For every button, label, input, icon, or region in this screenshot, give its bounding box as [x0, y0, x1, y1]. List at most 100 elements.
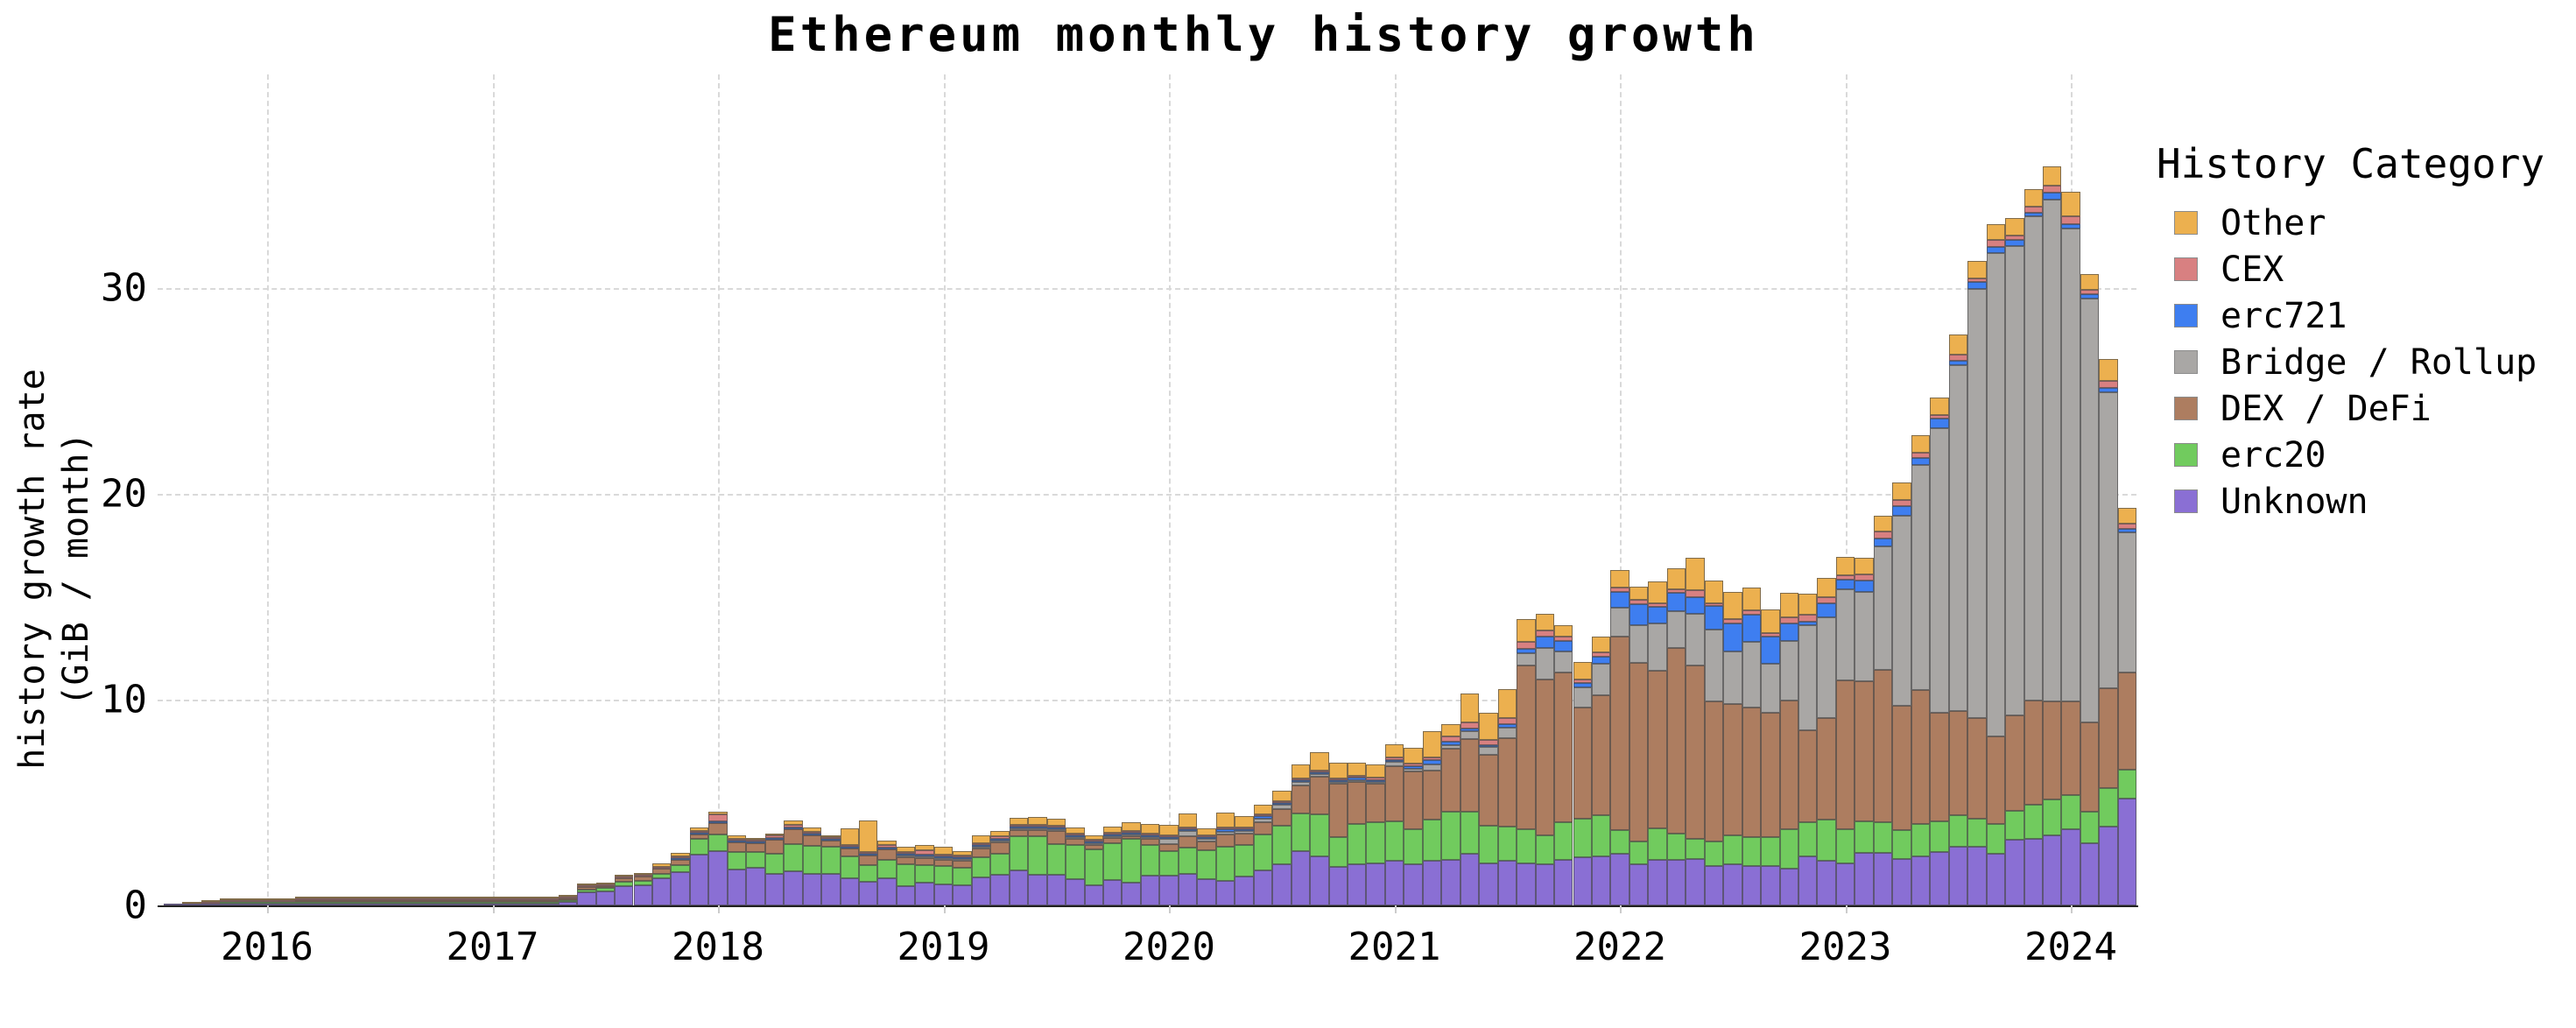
bar-segment-2015-09-unknown[interactable] — [182, 903, 201, 905]
bar-segment-2019-12-cex[interactable] — [1140, 833, 1160, 835]
bar-segment-2023-12-dexdefi[interactable] — [2043, 701, 2062, 799]
bar-segment-2017-05-erc20[interactable] — [558, 899, 578, 902]
bar-segment-2016-05-cex[interactable] — [333, 898, 352, 900]
bar-2023-04[interactable] — [1892, 482, 1911, 905]
bar-segment-2021-12-cex[interactable] — [1591, 651, 1611, 657]
bar-segment-2017-02-other[interactable] — [502, 896, 521, 898]
bar-segment-2018-11-dexdefi[interactable] — [896, 857, 916, 865]
bar-segment-2020-05-cex[interactable] — [1235, 827, 1254, 829]
bar-segment-2021-06-other[interactable] — [1479, 713, 1498, 740]
bar-segment-2020-09-other[interactable] — [1310, 751, 1329, 771]
bar-segment-2020-12-cex[interactable] — [1366, 778, 1385, 780]
bar-segment-2020-02-dexdefi[interactable] — [1178, 835, 1198, 848]
bar-segment-2018-07-unknown[interactable] — [821, 873, 841, 905]
bar-segment-2023-06-erc20[interactable] — [1930, 820, 1949, 852]
bar-segment-2019-04-erc20[interactable] — [990, 853, 1010, 875]
bar-segment-2018-02-erc721[interactable] — [727, 840, 747, 842]
bar-segment-2020-03-cex[interactable] — [1197, 835, 1216, 838]
bar-segment-2018-11-erc20[interactable] — [896, 864, 916, 886]
bar-segment-2019-05-erc20[interactable] — [1009, 835, 1029, 870]
bar-segment-2019-03-unknown[interactable] — [971, 877, 991, 905]
bar-segment-2018-10-erc721[interactable] — [877, 847, 897, 849]
bar-segment-2018-01-dexdefi[interactable] — [708, 823, 728, 834]
bar-segment-2024-04-cex[interactable] — [2117, 524, 2137, 529]
bar-segment-2018-06-erc20[interactable] — [802, 845, 822, 875]
bar-segment-2023-08-erc721[interactable] — [1967, 281, 1987, 290]
bar-segment-2019-01-unknown[interactable] — [933, 884, 954, 905]
bar-segment-2023-04-erc721[interactable] — [1892, 506, 1911, 516]
bar-segment-2017-10-erc20[interactable] — [651, 873, 672, 879]
bar-segment-2022-08-other[interactable] — [1742, 587, 1762, 610]
bar-segment-2020-09-dexdefi[interactable] — [1310, 776, 1329, 814]
bar-2023-10[interactable] — [2005, 218, 2024, 905]
bar-segment-2018-01-erc721[interactable] — [708, 821, 728, 824]
bar-2017-03[interactable] — [520, 896, 540, 905]
bar-segment-2017-12-other[interactable] — [689, 827, 709, 831]
bar-segment-2017-04-dexdefi[interactable] — [539, 900, 559, 902]
bar-segment-2020-10-unknown[interactable] — [1328, 866, 1348, 905]
bar-segment-2017-06-dexdefi[interactable] — [577, 887, 596, 890]
bar-segment-2023-02-erc721[interactable] — [1855, 580, 1874, 592]
bar-segment-2022-02-erc721[interactable] — [1629, 603, 1649, 626]
bar-2023-12[interactable] — [2043, 166, 2062, 905]
bar-segment-2021-03-erc20[interactable] — [1422, 820, 1442, 862]
bar-segment-2016-06-unknown[interactable] — [351, 903, 371, 905]
bar-segment-2020-06-bridgerollup[interactable] — [1253, 818, 1273, 823]
bar-segment-2017-03-unknown[interactable] — [520, 903, 540, 905]
bar-segment-2021-11-bridgerollup[interactable] — [1573, 687, 1592, 708]
bar-2018-05[interactable] — [784, 820, 803, 905]
bar-segment-2020-05-unknown[interactable] — [1235, 877, 1254, 905]
bar-segment-2019-02-cex[interactable] — [953, 855, 972, 857]
bar-segment-2022-07-bridgerollup[interactable] — [1723, 651, 1742, 704]
bar-segment-2019-10-bridgerollup[interactable] — [1103, 835, 1123, 838]
bar-2021-06[interactable] — [1479, 713, 1498, 905]
bar-segment-2015-10-cex[interactable] — [201, 901, 221, 904]
bar-segment-2016-11-dexdefi[interactable] — [445, 899, 465, 902]
bar-segment-2019-04-bridgerollup[interactable] — [990, 841, 1010, 843]
bar-segment-2021-11-dexdefi[interactable] — [1573, 708, 1592, 820]
bar-segment-2016-07-dexdefi[interactable] — [370, 899, 390, 902]
bar-segment-2020-04-bridgerollup[interactable] — [1215, 831, 1235, 835]
bar-segment-2018-05-erc20[interactable] — [784, 843, 803, 871]
bar-segment-2018-07-other[interactable] — [821, 834, 841, 837]
bar-segment-2020-09-bridgerollup[interactable] — [1310, 773, 1329, 777]
bar-2024-02[interactable] — [2080, 273, 2100, 905]
bar-2016-08[interactable] — [389, 896, 408, 905]
bar-segment-2021-08-bridgerollup[interactable] — [1517, 653, 1536, 666]
bar-2022-05[interactable] — [1686, 557, 1705, 905]
bar-segment-2016-09-other[interactable] — [407, 896, 427, 898]
bar-segment-2020-11-unknown[interactable] — [1347, 864, 1367, 905]
bar-segment-2016-03-unknown[interactable] — [295, 903, 314, 905]
bar-segment-2018-11-bridgerollup[interactable] — [896, 855, 916, 858]
bar-segment-2020-06-cex[interactable] — [1253, 814, 1273, 817]
bar-2018-01[interactable] — [708, 811, 728, 905]
bar-segment-2022-12-other[interactable] — [1817, 578, 1836, 597]
bar-segment-2022-01-cex[interactable] — [1610, 587, 1629, 592]
bar-segment-2018-11-unknown[interactable] — [896, 885, 916, 905]
bar-segment-2023-01-dexdefi[interactable] — [1835, 679, 1855, 830]
bar-segment-2018-03-dexdefi[interactable] — [746, 843, 765, 853]
bar-segment-2019-07-cex[interactable] — [1046, 825, 1066, 827]
bar-segment-2018-02-dexdefi[interactable] — [727, 841, 747, 853]
bar-segment-2021-03-erc721[interactable] — [1422, 760, 1442, 765]
bar-segment-2016-09-cex[interactable] — [407, 898, 427, 900]
bar-segment-2022-03-erc20[interactable] — [1648, 827, 1667, 861]
bar-segment-2021-09-cex[interactable] — [1535, 630, 1555, 637]
bar-segment-2024-04-other[interactable] — [2117, 508, 2137, 525]
bar-segment-2018-09-cex[interactable] — [859, 852, 878, 855]
bar-segment-2018-09-unknown[interactable] — [859, 882, 878, 905]
bar-segment-2017-04-other[interactable] — [539, 897, 559, 898]
bar-segment-2020-11-erc20[interactable] — [1347, 823, 1367, 865]
bar-segment-2023-07-unknown[interactable] — [1948, 847, 1968, 905]
bar-segment-2020-02-other[interactable] — [1178, 813, 1198, 827]
bar-segment-2019-05-erc721[interactable] — [1009, 826, 1029, 829]
bar-segment-2016-05-dexdefi[interactable] — [333, 899, 352, 902]
bar-segment-2018-12-erc721[interactable] — [915, 855, 934, 857]
bar-segment-2022-08-cex[interactable] — [1742, 609, 1762, 615]
bar-segment-2016-05-unknown[interactable] — [333, 903, 352, 905]
bar-segment-2018-01-cex[interactable] — [708, 814, 728, 822]
bar-2023-03[interactable] — [1873, 515, 1893, 905]
bar-2020-09[interactable] — [1310, 751, 1329, 905]
bar-segment-2020-12-erc721[interactable] — [1366, 779, 1385, 782]
bar-segment-2019-10-erc20[interactable] — [1103, 843, 1123, 880]
